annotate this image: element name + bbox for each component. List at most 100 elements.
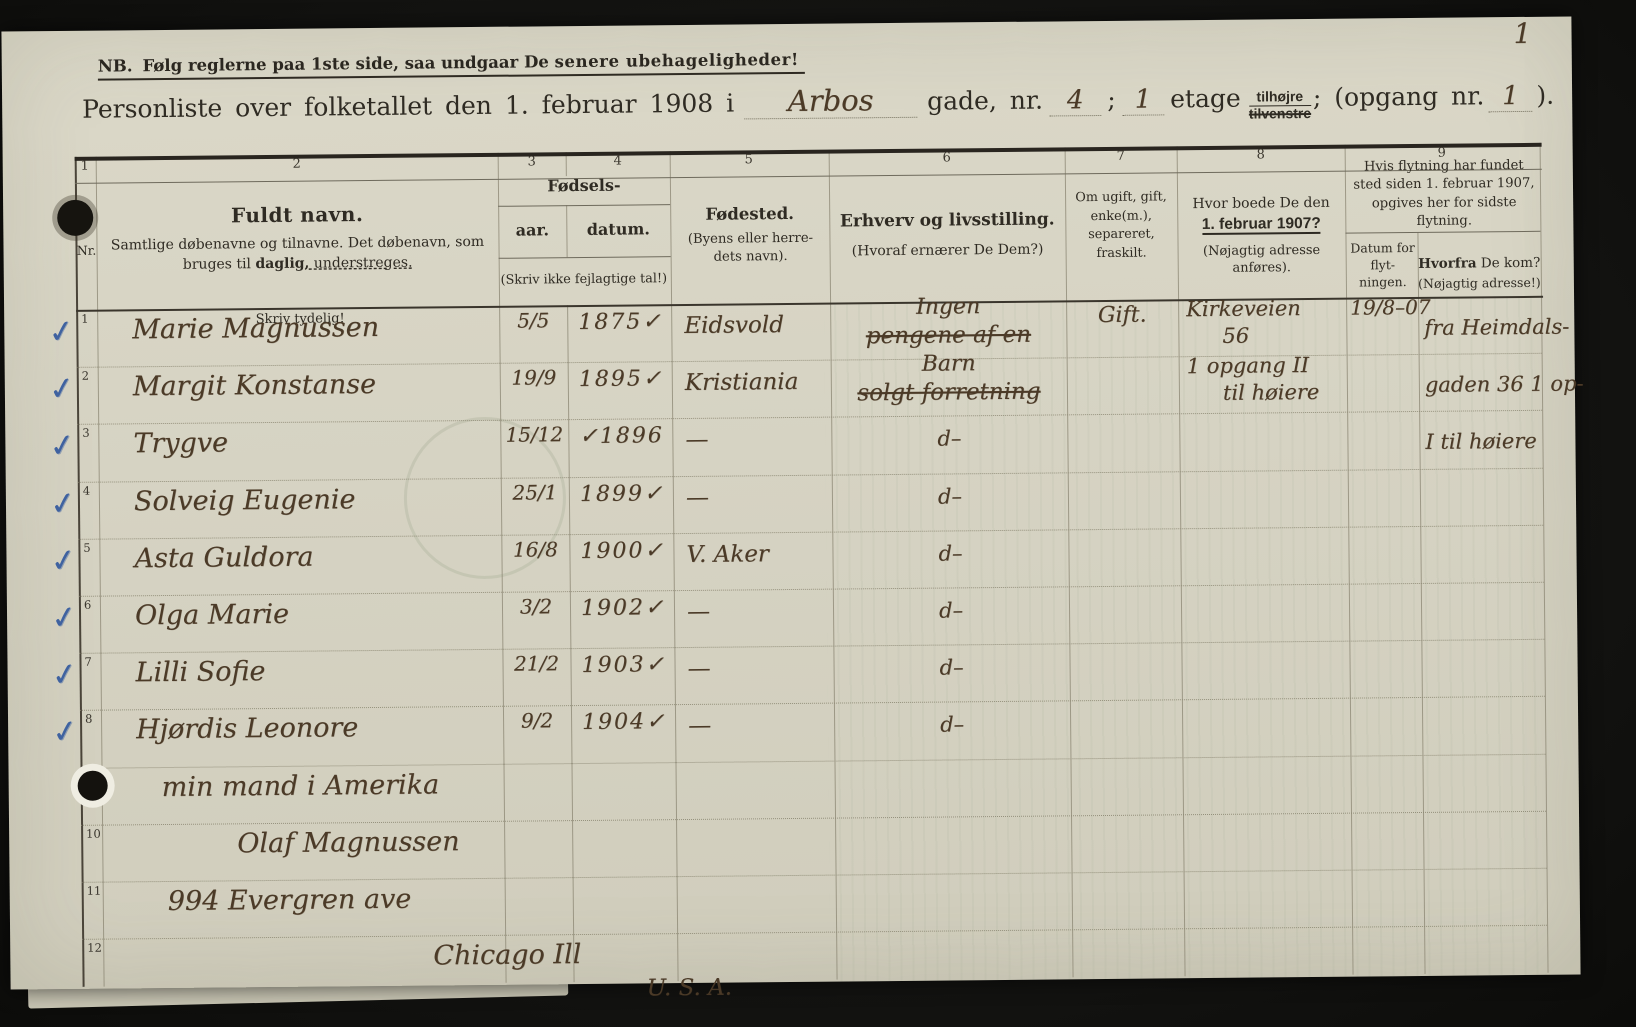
- row-number: 7: [84, 654, 92, 669]
- residence-1907-cell: 1 opgang II: [1186, 353, 1310, 379]
- row-number: 4: [82, 483, 91, 498]
- row-number: 1: [81, 311, 89, 326]
- birth-day-cell: [506, 823, 570, 824]
- birth-year-cell: ✓1896: [579, 423, 664, 450]
- row-number: 12: [87, 940, 102, 955]
- row-number: 10: [86, 826, 101, 841]
- birth-day-cell: 25/1: [512, 479, 558, 505]
- name-cell: 994 Evergren ave: [167, 883, 412, 917]
- moving-date-cell: 19/8–07: [1350, 294, 1431, 320]
- name-cell: Solveig Eugenie: [133, 483, 356, 517]
- table-body: ✓ 1 Marie Magnussen 5/5 1875✓ Eidsvold I…: [1, 16, 1584, 1001]
- occupation-ditto-mark: d–: [937, 426, 962, 451]
- close-paren: ).: [1536, 80, 1555, 110]
- name-cell: Margit Konstanse: [132, 369, 377, 403]
- census-form-page: 1 NB. Følg reglerne paa 1ste side, saa un…: [1, 16, 1584, 1002]
- birth-day-cell: 15/12: [505, 422, 564, 448]
- birth-year-cell: 1903✓: [581, 652, 667, 679]
- occupation-ditto-mark: [835, 769, 1071, 771]
- check-mark: ✓: [46, 369, 78, 409]
- occupation-ditto-mark: [836, 941, 1072, 943]
- occupation-ditto-mark: d–: [938, 541, 963, 566]
- birth-day-cell: [507, 937, 571, 938]
- occupation-struck-text: [836, 893, 1072, 895]
- occupation-ditto-mark: d–: [938, 598, 964, 623]
- check-mark: ✓: [48, 598, 80, 638]
- birth-year-cell: 1895✓: [578, 366, 664, 393]
- birthplace-cell: V. Aker: [686, 541, 769, 568]
- occupation-ditto-mark: d–: [939, 655, 964, 680]
- birth-year-cell: 1900✓: [580, 538, 665, 564]
- occupation-cell: Barn: [921, 351, 976, 377]
- name-cell-line2: U. S. A.: [646, 974, 733, 1002]
- name-cell: Olaf Magnussen: [237, 825, 460, 860]
- birth-day-cell: [506, 766, 570, 767]
- occupation-struck-text: [835, 836, 1071, 838]
- row-number: 11: [86, 883, 102, 898]
- birth-day-cell: 5/5: [517, 308, 550, 333]
- street-name-blank: Arbos: [743, 82, 918, 120]
- occupation-cell: Ingen: [915, 294, 981, 320]
- direction-left-struck: tilvenstre: [1248, 105, 1312, 122]
- occupation-struck-text: [836, 951, 1072, 953]
- row-number: 6: [83, 597, 92, 612]
- birthplace-cell: —: [687, 655, 711, 683]
- birth-year-cell: 1902✓: [580, 595, 666, 622]
- occupation-struck-text: solgt forretning: [857, 378, 1041, 407]
- birth-year-cell: 1904✓: [581, 709, 667, 736]
- row-number: 3: [82, 426, 90, 441]
- occupation-ditto-mark: [836, 883, 1072, 885]
- birth-day-cell: 16/8: [512, 537, 558, 562]
- marital-status-cell: [1067, 417, 1179, 418]
- moving-from-cell: I til høiere: [1425, 429, 1537, 455]
- street-no-blank: 4: [1048, 85, 1102, 117]
- residence-1907-cell-line2: til høiere: [1222, 380, 1320, 406]
- check-mark: ✓: [45, 312, 77, 352]
- name-cell: Trygve: [133, 427, 229, 460]
- name-cell: Chicago Ill: [433, 939, 582, 972]
- check-mark: ✓: [47, 541, 80, 581]
- residence-1907-cell-line2: 56: [1222, 323, 1250, 348]
- marital-status-cell: [1072, 874, 1184, 875]
- occupation-ditto-mark: d–: [937, 483, 963, 509]
- etage-label: etage: [1170, 83, 1241, 114]
- marital-status-cell: [1071, 817, 1183, 818]
- marital-status-cell: Gift.: [1097, 302, 1147, 329]
- moving-from-cell: fra Heimdals-: [1424, 314, 1570, 340]
- name-cell: Asta Guldora: [134, 541, 314, 575]
- punch-hole-top: [57, 199, 94, 237]
- check-mark: ✓: [46, 426, 78, 467]
- opgang-value: 1: [1501, 80, 1519, 112]
- birth-day-cell: 3/2: [519, 594, 553, 619]
- name-cell: Olga Marie: [134, 598, 290, 632]
- floor-blank: 1: [1121, 84, 1165, 116]
- page-number: 1: [1513, 16, 1532, 51]
- birthplace-cell: —: [686, 598, 711, 626]
- opgang-blank: 1: [1488, 80, 1533, 113]
- marital-status-cell: [1070, 703, 1182, 704]
- residence-1907-cell: Kirkeveien: [1186, 296, 1301, 322]
- direction-right: tilhøjre: [1248, 88, 1312, 107]
- notice-nb: NB.: [97, 56, 133, 76]
- occupation-ditto-mark: d–: [940, 712, 965, 737]
- street-name-value: Arbos: [787, 83, 874, 119]
- check-mark: ✓: [47, 483, 79, 524]
- birth-day-cell: [507, 880, 571, 881]
- birthplace-cell: —: [688, 713, 712, 740]
- notice-text-bold: senere ubehageligheder!: [554, 49, 799, 72]
- marital-status-cell: [1069, 588, 1181, 589]
- floor-value: 1: [1134, 84, 1152, 115]
- marital-status-cell: [1068, 474, 1180, 475]
- name-cell: Hjørdis Leonore: [136, 712, 359, 746]
- marital-status-cell: [1072, 931, 1184, 932]
- row-number: 8: [84, 712, 93, 727]
- check-mark: ✓: [49, 655, 81, 695]
- moving-from-cell: gaden 36 1 op-: [1424, 371, 1584, 398]
- separator: ;: [1107, 84, 1116, 114]
- marital-status-cell: [1067, 359, 1179, 360]
- occupation-ditto-mark: [835, 826, 1071, 828]
- birthplace-cell: Eidsvold: [684, 312, 785, 340]
- row-number: 5: [83, 540, 91, 555]
- birth-day-cell: 9/2: [520, 708, 554, 733]
- birth-day-cell: 19/9: [511, 365, 557, 390]
